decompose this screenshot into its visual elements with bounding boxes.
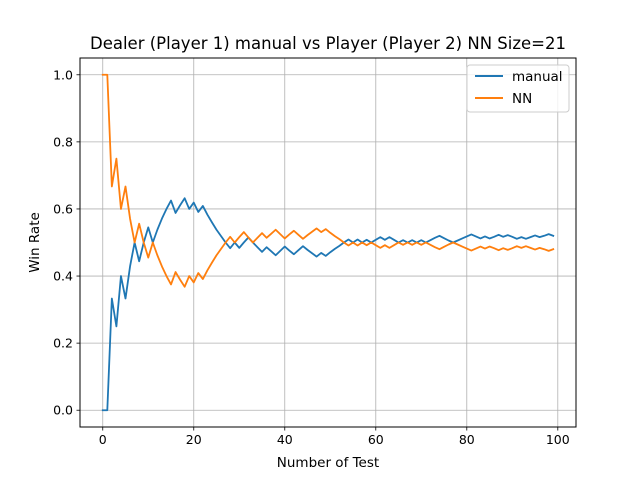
- y-tick-label: 1.0: [53, 67, 73, 82]
- x-axis: 0 20 40 60 80 100: [99, 427, 570, 447]
- series-layer: [101, 73, 555, 412]
- x-tick-label: 0: [99, 432, 107, 447]
- x-tick-label: 40: [277, 432, 293, 447]
- legend-label-nn: NN: [512, 91, 532, 107]
- chart-title: Dealer (Player 1) manual vs Player (Play…: [90, 34, 566, 53]
- y-axis-label: Win Rate: [27, 212, 43, 273]
- series-line-manual: [101, 197, 555, 412]
- legend-label-manual: manual: [512, 69, 563, 85]
- y-tick-label: 0.6: [53, 201, 73, 216]
- x-tick-label: 100: [546, 432, 570, 447]
- legend: manual NN: [466, 64, 570, 113]
- x-tick-label: 80: [459, 432, 475, 447]
- y-axis: 0.0 0.2 0.4 0.6 0.8 1.0: [53, 67, 80, 418]
- series-line-nn: [101, 73, 555, 288]
- x-tick-label: 60: [368, 432, 384, 447]
- x-axis-label: Number of Test: [277, 455, 379, 471]
- y-tick-label: 0.8: [53, 134, 73, 149]
- y-tick-label: 0.4: [53, 269, 73, 284]
- grid: [80, 58, 576, 427]
- y-tick-label: 0.2: [53, 336, 73, 351]
- y-tick-label: 0.0: [53, 403, 73, 418]
- x-tick-label: 20: [186, 432, 202, 447]
- plot-frame: [79, 57, 577, 428]
